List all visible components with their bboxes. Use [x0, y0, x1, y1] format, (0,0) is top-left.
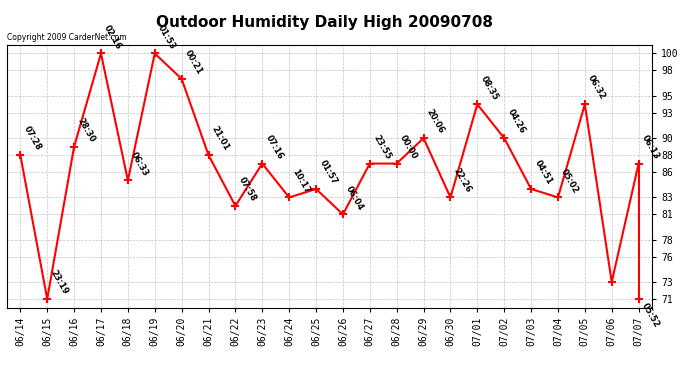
Text: Outdoor Humidity Daily High 20090708: Outdoor Humidity Daily High 20090708	[156, 15, 493, 30]
Text: 22:26: 22:26	[452, 167, 473, 195]
Text: 05:52: 05:52	[640, 302, 661, 330]
Text: 07:16: 07:16	[264, 133, 285, 161]
Text: 02:16: 02:16	[102, 23, 124, 51]
Text: 21:01: 21:01	[210, 124, 231, 152]
Text: 01:57: 01:57	[317, 159, 339, 186]
Text: 08:35: 08:35	[479, 74, 500, 102]
Text: 28:30: 28:30	[75, 116, 97, 144]
Text: 06:32: 06:32	[586, 74, 607, 102]
Text: 00:21: 00:21	[183, 48, 204, 76]
Text: Copyright 2009 CarderNet.com: Copyright 2009 CarderNet.com	[7, 33, 126, 42]
Text: 20:06: 20:06	[425, 108, 446, 135]
Text: 01:53: 01:53	[156, 23, 177, 51]
Text: 10:17: 10:17	[290, 167, 312, 195]
Text: 23:19: 23:19	[48, 269, 70, 296]
Text: 04:51: 04:51	[533, 159, 553, 186]
Text: 06:33: 06:33	[129, 150, 150, 178]
Text: 07:58: 07:58	[237, 176, 258, 203]
Text: 23:55: 23:55	[371, 133, 393, 161]
Text: 07:28: 07:28	[21, 125, 43, 152]
Text: 05:02: 05:02	[560, 167, 580, 195]
Text: 06:04: 06:04	[344, 184, 366, 211]
Text: 00:00: 00:00	[398, 134, 419, 161]
Text: 04:26: 04:26	[506, 108, 526, 135]
Text: 06:13: 06:13	[640, 133, 661, 161]
